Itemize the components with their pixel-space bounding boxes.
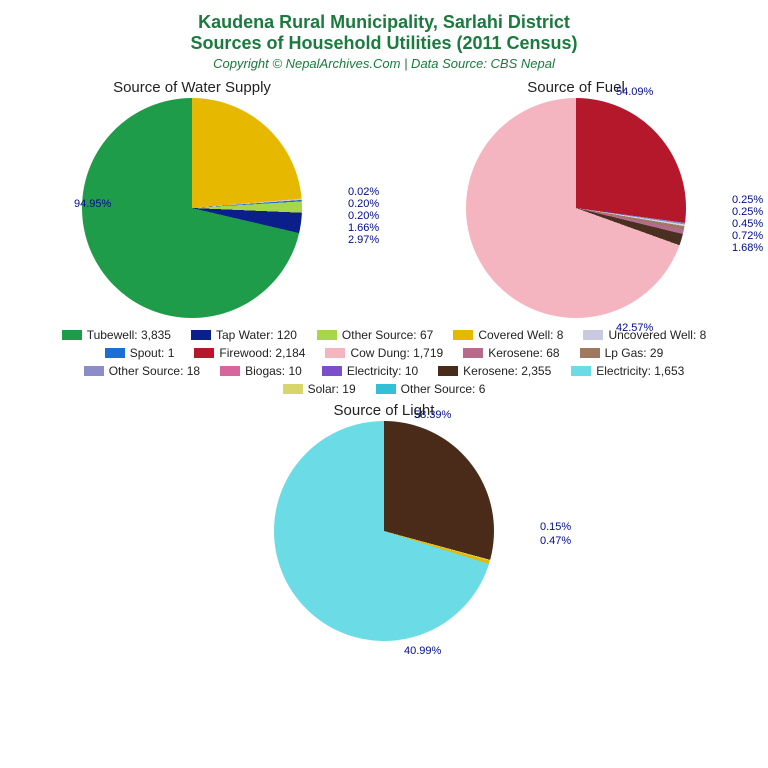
legend-item: Other Source: 6 xyxy=(376,382,486,396)
pct-label: 0.02% xyxy=(348,186,379,198)
legend-item: Electricity: 1,653 xyxy=(571,364,684,378)
legend-text: Biogas: 10 xyxy=(245,364,302,378)
chart-title-water: Source of Water Supply xyxy=(12,79,372,96)
pie-wrap-light: 58.39%0.15%0.47%40.99% xyxy=(274,421,494,641)
legend-text: Other Source: 67 xyxy=(342,328,433,342)
legend-text: Tap Water: 120 xyxy=(216,328,297,342)
legend-swatch xyxy=(220,366,240,376)
title-block: Kaudena Rural Municipality, Sarlahi Dist… xyxy=(0,0,768,71)
legend-swatch xyxy=(325,348,345,358)
legend-item: Other Source: 67 xyxy=(317,328,433,342)
pct-label: 0.20% xyxy=(348,198,379,210)
pct-label: 0.72% xyxy=(732,230,763,242)
light-chart: Source of Light 58.39%0.15%0.47%40.99% xyxy=(204,402,564,641)
legend-swatch xyxy=(84,366,104,376)
legend-swatch xyxy=(583,330,603,340)
pct-label: 1.66% xyxy=(348,222,379,234)
legend-text: Kerosene: 68 xyxy=(488,346,559,360)
pct-label: 0.15% xyxy=(540,521,571,533)
charts-row1: Source of Water Supply 94.95%0.02%0.20%0… xyxy=(0,79,768,318)
subtitle: Copyright © NepalArchives.Com | Data Sou… xyxy=(0,56,768,71)
legend: Tubewell: 3,835 Tap Water: 120 Other Sourc… xyxy=(34,326,734,398)
water-chart: Source of Water Supply 94.95%0.02%0.20%0… xyxy=(12,79,372,318)
legend-swatch xyxy=(62,330,82,340)
legend-swatch xyxy=(580,348,600,358)
pct-label: 40.99% xyxy=(404,645,441,657)
charts-row2: Source of Light 58.39%0.15%0.47%40.99% xyxy=(0,402,768,641)
legend-swatch xyxy=(376,384,396,394)
legend-swatch xyxy=(283,384,303,394)
pie-wrap-fuel: 54.09%0.25%0.25%0.45%0.72%1.68%42.57% xyxy=(466,98,686,318)
pct-label: 42.57% xyxy=(616,322,653,334)
legend-swatch xyxy=(322,366,342,376)
legend-item: Cow Dung: 1,719 xyxy=(325,346,443,360)
legend-item: Biogas: 10 xyxy=(220,364,302,378)
legend-text: Covered Well: 8 xyxy=(478,328,563,342)
legend-text: Solar: 19 xyxy=(308,382,356,396)
chart-title-light: Source of Light xyxy=(204,402,564,419)
legend-item: Electricity: 10 xyxy=(322,364,418,378)
pct-label: 2.97% xyxy=(348,234,379,246)
title-line1: Kaudena Rural Municipality, Sarlahi Dist… xyxy=(0,12,768,33)
legend-item: Firewood: 2,184 xyxy=(194,346,305,360)
legend-swatch xyxy=(571,366,591,376)
legend-text: Spout: 1 xyxy=(130,346,175,360)
pie-light xyxy=(274,421,494,641)
legend-text: Tubewell: 3,835 xyxy=(87,328,171,342)
legend-item: Kerosene: 2,355 xyxy=(438,364,551,378)
legend-swatch xyxy=(194,348,214,358)
legend-swatch xyxy=(453,330,473,340)
legend-swatch xyxy=(438,366,458,376)
pct-label: 0.25% xyxy=(732,194,763,206)
legend-swatch xyxy=(317,330,337,340)
legend-text: Electricity: 1,653 xyxy=(596,364,684,378)
pct-label: 54.09% xyxy=(616,86,653,98)
legend-text: Kerosene: 2,355 xyxy=(463,364,551,378)
pct-label: 0.25% xyxy=(732,206,763,218)
legend-swatch xyxy=(105,348,125,358)
pie-fuel xyxy=(466,98,686,318)
chart-title-fuel: Source of Fuel xyxy=(396,79,756,96)
legend-swatch xyxy=(191,330,211,340)
legend-item: Covered Well: 8 xyxy=(453,328,563,342)
legend-text: Electricity: 10 xyxy=(347,364,418,378)
legend-text: Firewood: 2,184 xyxy=(219,346,305,360)
legend-item: Tubewell: 3,835 xyxy=(62,328,171,342)
legend-text: Other Source: 18 xyxy=(109,364,200,378)
legend-text: Cow Dung: 1,719 xyxy=(350,346,443,360)
pct-label: 0.45% xyxy=(732,218,763,230)
pct-label: 1.68% xyxy=(732,242,763,254)
pie-water xyxy=(82,98,302,318)
pct-label: 0.20% xyxy=(348,210,379,222)
legend-item: Tap Water: 120 xyxy=(191,328,297,342)
pct-label: 58.39% xyxy=(414,409,451,421)
legend-text: Other Source: 6 xyxy=(401,382,486,396)
legend-item: Kerosene: 68 xyxy=(463,346,559,360)
legend-item: Other Source: 18 xyxy=(84,364,200,378)
pct-label: 0.47% xyxy=(540,535,571,547)
legend-text: Lp Gas: 29 xyxy=(605,346,664,360)
fuel-chart: Source of Fuel 54.09%0.25%0.25%0.45%0.72… xyxy=(396,79,756,318)
legend-item: Solar: 19 xyxy=(283,382,356,396)
title-line2: Sources of Household Utilities (2011 Cen… xyxy=(0,33,768,54)
legend-swatch xyxy=(463,348,483,358)
pct-label: 94.95% xyxy=(74,198,111,210)
legend-item: Spout: 1 xyxy=(105,346,175,360)
pie-wrap-water: 94.95%0.02%0.20%0.20%1.66%2.97% xyxy=(82,98,302,318)
legend-item: Lp Gas: 29 xyxy=(580,346,664,360)
